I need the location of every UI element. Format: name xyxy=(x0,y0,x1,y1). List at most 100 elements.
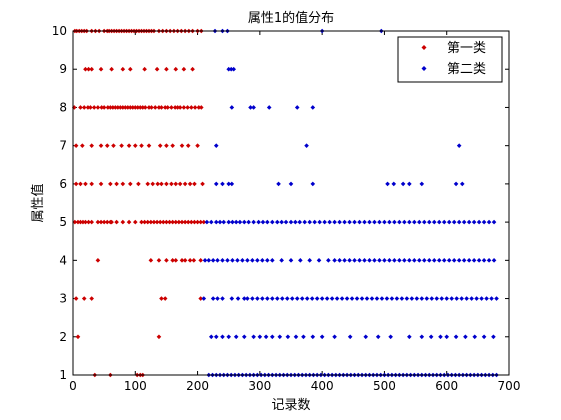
data-point-series-1 xyxy=(173,219,179,225)
x-tick-label: 500 xyxy=(373,379,396,393)
data-point-series-1 xyxy=(170,219,175,225)
data-point-series-1 xyxy=(182,258,188,263)
data-point-series-2 xyxy=(294,296,300,301)
data-point-series-2 xyxy=(206,258,212,263)
data-point-series-2 xyxy=(276,181,281,187)
data-point-series-2 xyxy=(344,296,350,301)
data-point-series-1 xyxy=(132,143,138,148)
data-point-series-1 xyxy=(135,105,141,110)
data-point-series-1 xyxy=(165,105,170,110)
data-point-series-2 xyxy=(284,296,290,301)
data-point-series-2 xyxy=(407,219,412,225)
data-point-series-1 xyxy=(123,105,128,110)
data-point-series-2 xyxy=(456,219,462,225)
x-tick-label: 200 xyxy=(186,379,209,393)
data-point-series-2 xyxy=(402,219,407,225)
data-point-series-1 xyxy=(108,105,113,110)
data-point-series-1 xyxy=(118,105,123,110)
data-point-series-2 xyxy=(363,334,369,340)
data-point-series-1 xyxy=(142,66,147,72)
data-point-series-2 xyxy=(385,181,390,187)
data-point-series-1 xyxy=(89,296,94,301)
data-point-series-2 xyxy=(419,296,425,301)
data-point-series-1 xyxy=(192,181,197,187)
data-point-series-1 xyxy=(157,219,163,225)
data-point-series-2 xyxy=(449,296,454,301)
data-point-series-2 xyxy=(466,258,472,263)
data-point-series-1 xyxy=(159,181,164,187)
data-point-series-1 xyxy=(101,105,107,110)
data-point-series-1 xyxy=(95,105,101,110)
data-point-series-1 xyxy=(173,181,179,187)
data-point-series-1 xyxy=(105,105,111,110)
data-point-series-2 xyxy=(451,258,457,263)
data-point-series-2 xyxy=(266,105,272,110)
data-point-series-1 xyxy=(196,105,202,110)
data-point-series-1 xyxy=(75,334,81,340)
data-point-series-1 xyxy=(156,334,162,340)
data-point-series-2 xyxy=(426,219,432,225)
data-point-series-1 xyxy=(192,219,197,225)
data-point-series-1 xyxy=(73,296,79,301)
data-point-series-1 xyxy=(73,143,79,148)
data-points xyxy=(71,28,499,378)
data-point-series-2 xyxy=(213,181,219,187)
data-point-series-2 xyxy=(382,258,387,263)
data-point-series-2 xyxy=(404,296,410,301)
data-point-series-2 xyxy=(397,258,402,263)
data-point-series-2 xyxy=(240,258,245,263)
data-point-series-2 xyxy=(201,296,207,301)
data-point-series-2 xyxy=(446,219,452,225)
data-point-series-2 xyxy=(288,258,294,263)
data-point-series-2 xyxy=(446,258,452,263)
data-point-series-1 xyxy=(128,66,133,72)
data-point-series-2 xyxy=(431,258,437,263)
data-point-series-2 xyxy=(226,66,232,72)
legend-marker-series-1 xyxy=(421,45,427,50)
data-point-series-2 xyxy=(332,334,337,340)
data-point-series-1 xyxy=(89,143,94,148)
data-point-series-2 xyxy=(229,296,235,301)
data-point-series-2 xyxy=(384,296,390,301)
data-point-series-2 xyxy=(250,258,255,263)
data-point-series-2 xyxy=(369,296,375,301)
data-point-series-2 xyxy=(326,258,331,263)
data-point-series-2 xyxy=(263,334,269,340)
data-point-series-2 xyxy=(299,296,305,301)
data-point-series-2 xyxy=(241,334,247,340)
data-point-series-1 xyxy=(128,181,133,187)
data-point-series-1 xyxy=(198,219,203,225)
data-point-series-1 xyxy=(114,219,119,225)
data-point-series-1 xyxy=(173,258,179,263)
data-point-series-2 xyxy=(476,258,482,263)
data-point-series-2 xyxy=(293,219,298,225)
data-point-series-2 xyxy=(251,105,256,110)
data-point-series-1 xyxy=(164,219,169,225)
data-point-series-1 xyxy=(187,258,193,263)
data-point-series-2 xyxy=(352,258,357,263)
data-point-series-2 xyxy=(241,296,247,301)
data-point-series-2 xyxy=(377,219,382,225)
data-point-series-2 xyxy=(428,334,434,340)
data-point-series-2 xyxy=(464,296,469,301)
data-point-series-2 xyxy=(479,296,484,301)
data-point-series-2 xyxy=(309,296,315,301)
data-point-series-1 xyxy=(110,105,116,110)
data-point-series-1 xyxy=(130,105,136,110)
data-point-series-1 xyxy=(164,181,169,187)
data-point-series-2 xyxy=(237,219,243,225)
x-tick-label: 600 xyxy=(435,379,458,393)
data-point-series-2 xyxy=(293,334,299,340)
data-point-series-1 xyxy=(145,219,151,225)
data-point-series-2 xyxy=(217,219,223,225)
data-point-series-2 xyxy=(221,219,227,225)
data-point-series-2 xyxy=(375,334,381,340)
data-point-series-1 xyxy=(120,66,126,72)
data-point-series-2 xyxy=(347,258,352,263)
data-point-series-2 xyxy=(265,219,270,225)
data-point-series-1 xyxy=(114,181,119,187)
data-point-series-1 xyxy=(142,105,148,110)
data-point-series-2 xyxy=(382,219,387,225)
y-tick-label: 3 xyxy=(59,292,67,306)
data-point-series-1 xyxy=(83,219,88,225)
